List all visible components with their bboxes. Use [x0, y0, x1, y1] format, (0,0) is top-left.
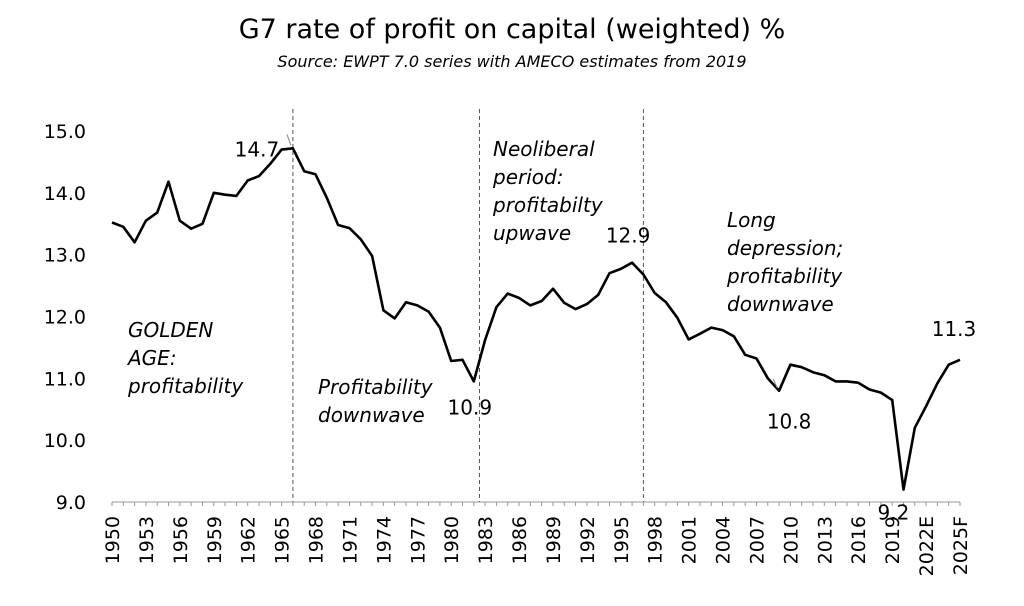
period-annotation-line: Neoliberal	[493, 137, 595, 161]
period-annotation-line: Long	[727, 208, 776, 232]
x-tick-label: 1974	[373, 516, 395, 564]
period-annotation-line: profitability	[127, 374, 244, 398]
x-tick-label: 1998	[645, 516, 667, 564]
period-annotation-line: downwave	[318, 403, 425, 427]
chart-subtitle: Source: EWPT 7.0 series with AMECO estim…	[277, 52, 747, 71]
period-annotation-line: profitabilty	[492, 193, 604, 217]
y-axis: 9.0 10.0 11.0 12.0 13.0 14.0 15.0	[44, 121, 86, 514]
y-tick-label: 11.0	[44, 368, 86, 390]
chart-title: G7 rate of profit on capital (weighted) …	[238, 14, 786, 45]
x-tick-label: 2001	[679, 516, 701, 564]
y-tick-label: 10.0	[44, 430, 86, 452]
period-annotation-line: profitability	[726, 264, 843, 288]
period-annotation: Neoliberal period: profitabilty upwave	[492, 137, 604, 245]
x-tick-label: 2022E	[916, 516, 938, 576]
data-label-leader	[772, 378, 778, 388]
x-tick-label: 1959	[204, 516, 226, 564]
x-tick-label: 1995	[611, 516, 633, 564]
x-tick-label: 2007	[746, 516, 768, 564]
data-label: 10.8	[767, 410, 812, 434]
x-tick-label: 1980	[441, 516, 463, 564]
data-label: 12.9	[606, 224, 651, 248]
profit-rate-line	[111, 147, 961, 491]
label-leaders	[286, 134, 778, 388]
data-label: 14.7	[235, 137, 280, 161]
x-tick-label: 1950	[102, 516, 124, 564]
period-annotation-line: period:	[492, 165, 563, 189]
x-axis: 1950 1953 1956 1959 1962 1965 1968 1971 1974 1977…	[102, 501, 972, 576]
period-annotation-line: depression;	[727, 236, 843, 260]
x-tick-label: 1968	[306, 516, 328, 564]
period-annotation: Profitability downwave	[318, 375, 434, 427]
x-tick-label: 2013	[814, 516, 836, 564]
x-tick-label: 1983	[475, 516, 497, 564]
y-tick-label: 12.0	[44, 307, 86, 329]
y-tick-label: 13.0	[44, 245, 86, 267]
data-labels: 14.7 10.9 12.9 10.8 9.2 11.3	[235, 137, 977, 524]
x-tick-label: 1992	[577, 516, 599, 564]
data-label: 10.9	[448, 395, 493, 419]
period-annotation-line: GOLDEN	[128, 318, 213, 342]
x-tick-label: 1965	[272, 516, 294, 564]
data-label-leader	[286, 134, 292, 146]
series-layer	[111, 147, 961, 491]
period-annotation: GOLDEN AGE: profitability	[126, 318, 244, 398]
x-tick-label: 1971	[339, 516, 361, 564]
period-annotation-line: upwave	[493, 221, 571, 245]
y-tick-label: 9.0	[56, 492, 86, 514]
x-tick-label: 1986	[509, 516, 531, 564]
x-tick-label: 2004	[713, 516, 735, 564]
period-annotation-line: AGE:	[126, 346, 177, 370]
x-tick-label: 1989	[543, 516, 565, 564]
x-tick-label: 1962	[238, 516, 260, 564]
x-tick-label: 1977	[407, 516, 429, 564]
period-annotations: GOLDEN AGE: profitability Profitability down…	[126, 137, 843, 427]
y-tick-label: 15.0	[44, 121, 86, 143]
x-tick-label: 1956	[170, 516, 192, 564]
x-tick-label: 2016	[848, 516, 870, 564]
x-tick-label: 1953	[136, 516, 158, 564]
x-tick-label: 2010	[780, 516, 802, 564]
data-label: 11.3	[932, 317, 977, 341]
x-tick-label: 2019	[882, 516, 904, 564]
period-dividers	[292, 109, 644, 502]
period-annotation-line: downwave	[727, 292, 834, 316]
data-label: 9.2	[878, 501, 910, 525]
y-tick-label: 14.0	[44, 183, 86, 205]
period-annotation-line: Profitability	[318, 375, 434, 399]
period-annotation: Long depression; profitability downwave	[726, 208, 843, 316]
x-tick-label: 2025F	[950, 516, 972, 575]
